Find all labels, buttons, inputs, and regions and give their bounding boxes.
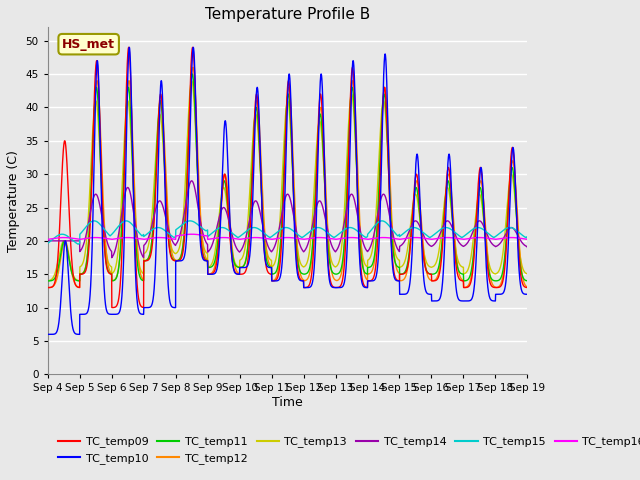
Text: HS_met: HS_met [62,38,115,51]
Y-axis label: Temperature (C): Temperature (C) [7,150,20,252]
Legend: TC_temp09, TC_temp10, TC_temp11, TC_temp12, TC_temp13, TC_temp14, TC_temp15, TC_: TC_temp09, TC_temp10, TC_temp11, TC_temp… [53,432,640,468]
Title: Temperature Profile B: Temperature Profile B [205,7,370,22]
X-axis label: Time: Time [272,396,303,409]
